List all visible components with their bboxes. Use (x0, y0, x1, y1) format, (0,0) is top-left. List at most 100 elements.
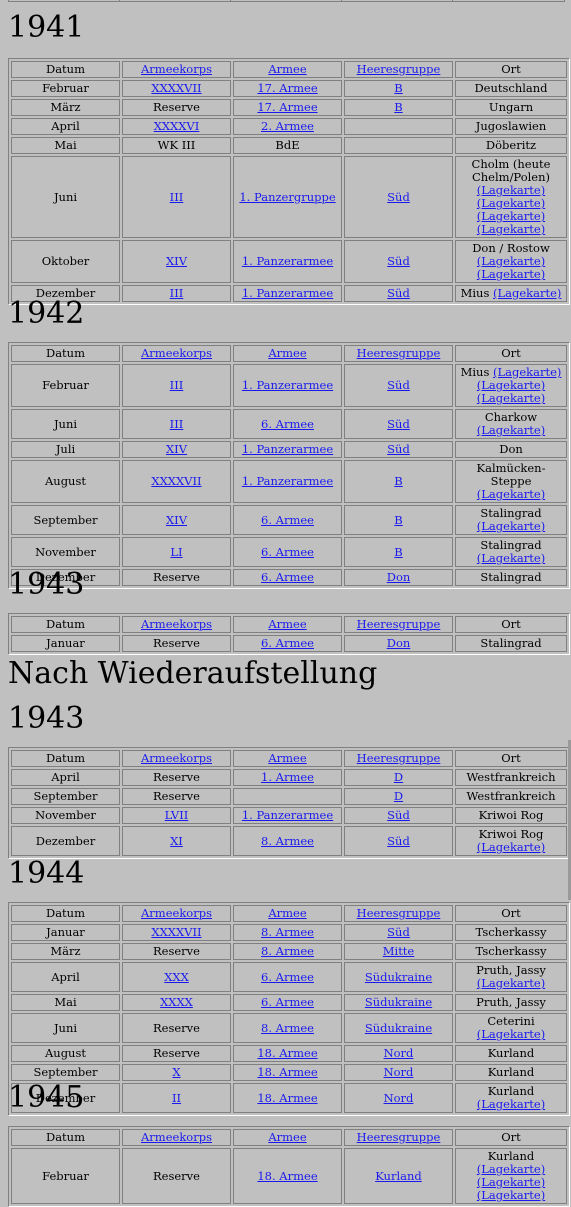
cell-armee-link[interactable]: 1. Panzerarmee (241, 474, 334, 488)
lagekarte-link[interactable]: (Lagekarte) (476, 1175, 546, 1189)
cell-armeekorps[interactable]: III (122, 364, 231, 407)
header-armee-link[interactable]: Armee (268, 346, 307, 360)
cell-heeresgruppe[interactable]: Süd (344, 924, 453, 941)
cell-armee-link[interactable]: 17. Armee (257, 81, 318, 95)
cell-heeresgruppe-link[interactable]: Südukraine (364, 969, 433, 984)
cell-heeresgruppe-link[interactable]: B (394, 474, 403, 488)
cell-armeekorps[interactable]: XXXXVII (122, 924, 231, 941)
cell-heeresgruppe-link[interactable]: B (394, 544, 403, 559)
cell-heeresgruppe[interactable]: Don (344, 635, 453, 652)
cell-armeekorps[interactable]: LI (122, 537, 231, 567)
cell-armeekorps-link[interactable]: XXXX (160, 995, 193, 1009)
lagekarte-link[interactable]: (Lagekarte) (476, 254, 546, 268)
cell-armee-link[interactable]: 8. Armee (261, 1020, 314, 1035)
header-armeekorps[interactable]: Armeekorps (122, 61, 231, 78)
cell-armee-link[interactable]: 1. Panzerarmee (241, 254, 334, 268)
header-armeekorps-link[interactable]: Armeekorps (141, 617, 212, 631)
cell-armee[interactable]: 1. Panzerarmee (233, 364, 342, 407)
lagekarte-link[interactable]: (Lagekarte) (476, 1162, 546, 1176)
cell-heeresgruppe[interactable]: Don (344, 569, 453, 586)
cell-heeresgruppe-link[interactable]: Don (386, 636, 411, 650)
header-heeresgruppe[interactable]: Heeresgruppe (344, 750, 453, 767)
cell-armee-link[interactable]: 6. Armee (261, 995, 314, 1009)
cell-armeekorps-link[interactable]: X (172, 1065, 181, 1079)
header-heeresgruppe[interactable]: Heeresgruppe (344, 616, 453, 633)
cell-armee[interactable]: 18. Armee (233, 1083, 342, 1113)
cell-heeresgruppe-link[interactable]: B (394, 512, 403, 527)
cell-armeekorps-link[interactable]: III (169, 416, 184, 431)
cell-heeresgruppe-link[interactable]: D (393, 789, 404, 803)
cell-heeresgruppe-link[interactable]: B (394, 100, 403, 114)
cell-heeresgruppe[interactable]: Süd (344, 240, 453, 283)
cell-armeekorps[interactable]: XXXX (122, 994, 231, 1011)
header-armee-link[interactable]: Armee (268, 751, 307, 765)
header-armeekorps-link[interactable]: Armeekorps (141, 62, 212, 76)
cell-armeekorps-link[interactable]: III (169, 286, 184, 300)
cell-armeekorps-link[interactable]: II (171, 1090, 182, 1105)
lagekarte-link[interactable]: (Lagekarte) (476, 487, 546, 501)
cell-heeresgruppe[interactable]: B (344, 537, 453, 567)
cell-armeekorps[interactable]: XIV (122, 505, 231, 535)
cell-heeresgruppe[interactable]: Nord (344, 1064, 453, 1081)
lagekarte-link[interactable]: (Lagekarte) (493, 365, 562, 379)
header-heeresgruppe[interactable]: Heeresgruppe (344, 905, 453, 922)
header-heeresgruppe-link[interactable]: Heeresgruppe (356, 62, 441, 76)
cell-heeresgruppe[interactable]: Südukraine (344, 962, 453, 992)
header-heeresgruppe[interactable]: Heeresgruppe (344, 1129, 453, 1146)
cell-ort[interactable]: Cholm (heute Chelm/Polen) (Lagekarte) (Lag… (455, 156, 567, 238)
cell-armeekorps[interactable]: XXXXVII (122, 80, 231, 97)
cell-armee[interactable]: 2. Armee (233, 118, 342, 135)
header-armeekorps[interactable]: Armeekorps (122, 616, 231, 633)
cell-armeekorps-link[interactable]: XXXXVI (153, 119, 200, 133)
lagekarte-link[interactable]: (Lagekarte) (476, 423, 546, 437)
cell-heeresgruppe[interactable]: Süd (344, 826, 453, 856)
cell-heeresgruppe[interactable]: Südukraine (344, 994, 453, 1011)
cell-armeekorps-link[interactable]: XXX (164, 969, 189, 984)
cell-armee[interactable]: 6. Armee (233, 505, 342, 535)
cell-armeekorps[interactable]: LVII (122, 807, 231, 824)
cell-heeresgruppe-link[interactable]: Süd (387, 286, 410, 300)
header-armee[interactable]: Armee (233, 1129, 342, 1146)
cell-heeresgruppe-link[interactable]: Süd (387, 189, 410, 204)
cell-armee-link[interactable]: 8. Armee (261, 833, 314, 848)
header-armeekorps[interactable]: Armeekorps (122, 1129, 231, 1146)
cell-armeekorps-link[interactable]: LI (170, 544, 183, 559)
cell-heeresgruppe[interactable]: Süd (344, 807, 453, 824)
cell-armeekorps[interactable]: XI (122, 826, 231, 856)
cell-ort[interactable]: Don / Rostow (Lagekarte) (Lagekarte) (455, 240, 567, 283)
lagekarte-link[interactable]: (Lagekarte) (476, 378, 546, 392)
cell-heeresgruppe[interactable]: B (344, 505, 453, 535)
cell-armee-link[interactable]: 18. Armee (257, 1168, 318, 1183)
header-armeekorps[interactable]: Armeekorps (122, 905, 231, 922)
header-heeresgruppe[interactable]: Heeresgruppe (344, 345, 453, 362)
cell-heeresgruppe-link[interactable]: Nord (383, 1090, 414, 1105)
cell-heeresgruppe[interactable]: Südukraine (344, 1013, 453, 1043)
cell-heeresgruppe[interactable]: B (344, 460, 453, 503)
cell-heeresgruppe-link[interactable]: Südukraine (364, 995, 433, 1009)
cell-ort[interactable]: Pruth, Jassy (Lagekarte) (455, 962, 567, 992)
cell-heeresgruppe-link[interactable]: Süd (387, 925, 410, 939)
header-armee-link[interactable]: Armee (268, 62, 307, 76)
cell-armeekorps[interactable]: III (122, 156, 231, 238)
header-armeekorps-link[interactable]: Armeekorps (141, 906, 212, 920)
lagekarte-link[interactable]: (Lagekarte) (476, 1097, 546, 1111)
cell-heeresgruppe-link[interactable]: Süd (387, 808, 410, 822)
cell-armeekorps[interactable]: XXXXVII (122, 460, 231, 503)
cell-heeresgruppe-link[interactable]: Süd (387, 254, 410, 268)
cell-armee[interactable]: 1. Armee (233, 769, 342, 786)
cell-armee[interactable]: 6. Armee (233, 994, 342, 1011)
lagekarte-link[interactable]: (Lagekarte) (476, 551, 546, 565)
header-heeresgruppe-link[interactable]: Heeresgruppe (356, 1130, 441, 1144)
cell-ort[interactable]: Kurland (Lagekarte) (Lagekarte) (Lagekarte… (455, 1148, 567, 1204)
cell-armee-link[interactable]: 6. Armee (261, 512, 314, 527)
header-heeresgruppe-link[interactable]: Heeresgruppe (356, 346, 441, 360)
lagekarte-link[interactable]: (Lagekarte) (476, 976, 546, 990)
cell-armee-link[interactable]: 1. Panzerarmee (241, 378, 334, 392)
cell-armeekorps[interactable]: III (122, 285, 231, 302)
cell-armeekorps[interactable]: XXXXVI (122, 118, 231, 135)
cell-armee[interactable]: 8. Armee (233, 826, 342, 856)
header-armeekorps-link[interactable]: Armeekorps (141, 751, 212, 765)
cell-armeekorps-link[interactable]: XIV (165, 512, 188, 527)
cell-armee[interactable]: 8. Armee (233, 943, 342, 960)
cell-armee[interactable]: 18. Armee (233, 1064, 342, 1081)
